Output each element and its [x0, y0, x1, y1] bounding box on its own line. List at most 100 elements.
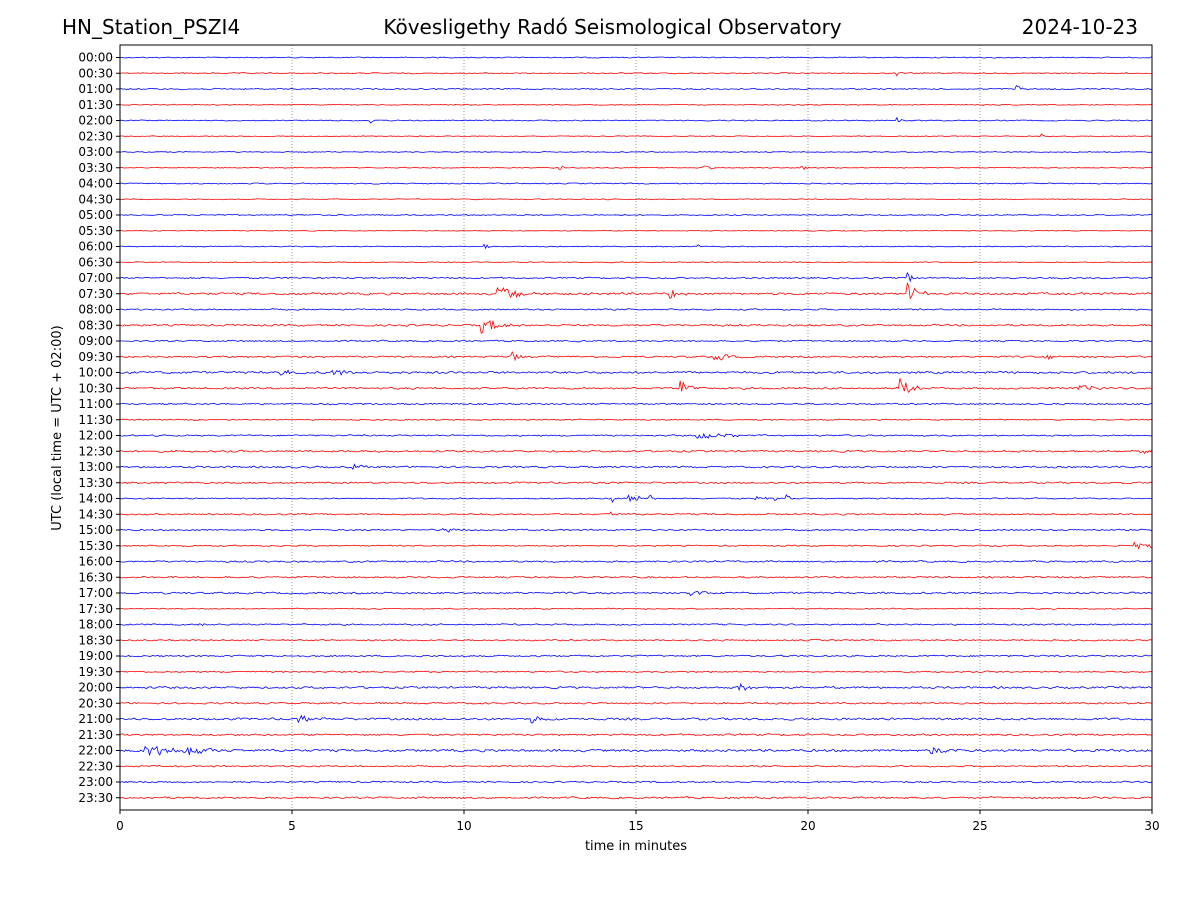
y-tick-label: 00:00: [78, 51, 113, 65]
trace-1700: [119, 591, 1153, 597]
y-tick-label: 20:00: [78, 681, 113, 695]
y-tick-label: 04:00: [78, 177, 113, 191]
trace-2130: [119, 733, 1153, 737]
y-tick-label: 14:30: [78, 507, 113, 521]
trace-0800: [119, 308, 1153, 311]
y-tick-label: 02:30: [78, 129, 113, 143]
y-tick-label: 07:00: [78, 271, 113, 285]
y-tick-label: 16:30: [78, 570, 113, 584]
y-tick-label: 05:00: [78, 208, 113, 222]
trace-0130: [119, 103, 1153, 106]
y-tick-label: 23:00: [78, 775, 113, 789]
y-tick-label: 04:30: [78, 192, 113, 206]
trace-2330: [119, 796, 1153, 800]
trace-1900: [119, 654, 1153, 658]
trace-1500: [119, 528, 1153, 533]
trace-0830: [119, 320, 1153, 334]
trace-1130: [119, 418, 1153, 421]
y-tick-label: 06:30: [78, 255, 113, 269]
trace-0930: [119, 351, 1153, 362]
x-tick-label: 0: [116, 819, 124, 833]
y-tick-label: 23:30: [78, 791, 113, 805]
y-tick-label: 14:00: [78, 492, 113, 506]
y-tick-label: 17:30: [78, 602, 113, 616]
trace-1230: [119, 449, 1153, 455]
trace-0200: [119, 116, 1153, 124]
y-tick-label: 15:30: [78, 539, 113, 553]
trace-1030: [119, 378, 1153, 394]
x-axis: 0 5 10 15 20 25 30: [116, 810, 1160, 833]
y-tick-label: 09:00: [78, 334, 113, 348]
date-label: 2024-10-23: [1021, 15, 1138, 39]
trace-2030: [120, 701, 1153, 705]
y-tick-label: 06:00: [78, 240, 113, 254]
trace-1300: [119, 463, 1153, 471]
trace-1530: [120, 541, 1153, 550]
x-tick-label: 10: [456, 819, 471, 833]
trace-1830: [119, 638, 1153, 642]
y-tick-label: 15:00: [78, 523, 113, 537]
station-name: HN_Station_PSZI4: [62, 15, 241, 39]
trace-0700: [119, 271, 1153, 283]
trace-1800: [119, 623, 1153, 627]
x-tick-label: 20: [800, 819, 815, 833]
trace-0230: [119, 133, 1153, 138]
trace-1100: [119, 402, 1153, 406]
y-tick-label: 21:00: [78, 712, 113, 726]
y-tick-label: 10:30: [78, 381, 113, 395]
trace-1000: [119, 369, 1153, 376]
trace-1630: [119, 575, 1153, 579]
trace-0600: [120, 243, 1152, 250]
trace-0330: [119, 165, 1153, 171]
y-tick-label: 03:00: [78, 145, 113, 159]
y-tick-label: 12:30: [78, 444, 113, 458]
y-tick-label: 10:00: [78, 366, 113, 380]
y-tick-label: 22:30: [78, 759, 113, 773]
trace-1330: [120, 481, 1153, 485]
trace-0500: [120, 213, 1153, 217]
trace-0000: [119, 56, 1153, 59]
x-axis-label: time in minutes: [585, 839, 687, 854]
trace-1930: [119, 670, 1153, 674]
traces: [119, 56, 1153, 800]
trace-0400: [119, 182, 1153, 185]
trace-1600: [119, 560, 1153, 563]
y-tick-label: 07:30: [78, 287, 113, 301]
trace-2000: [119, 682, 1153, 692]
y-tick-label: 11:00: [78, 397, 113, 411]
trace-0630: [119, 261, 1153, 264]
y-axis-label: UTC (local time = UTC + 02:00): [50, 325, 65, 530]
y-tick-label: 08:30: [78, 318, 113, 332]
trace-2230: [119, 764, 1153, 768]
trace-0530: [119, 229, 1153, 232]
y-tick-label: 00:30: [78, 66, 113, 80]
y-tick-label: 17:00: [78, 586, 113, 600]
y-tick-label: 19:00: [78, 649, 113, 663]
grid-lines: [291, 45, 981, 810]
y-tick-label: 01:30: [78, 98, 113, 112]
x-tick-label: 5: [288, 819, 296, 833]
y-tick-label: 05:30: [78, 224, 113, 238]
y-tick-label: 02:00: [78, 114, 113, 128]
trace-0300: [119, 151, 1153, 153]
trace-1430: [119, 511, 1153, 516]
y-tick-label: 12:00: [78, 429, 113, 443]
y-tick-label: 18:00: [78, 618, 113, 632]
trace-1200: [119, 432, 1153, 439]
y-tick-label: 03:30: [78, 161, 113, 175]
trace-0100: [119, 84, 1153, 91]
trace-1400: [119, 494, 1153, 503]
y-tick-label: 09:30: [78, 350, 113, 364]
trace-0430: [119, 198, 1153, 201]
trace-2100: [119, 714, 1153, 724]
trace-2200: [119, 745, 1153, 757]
observatory-title: Kövesligethy Radó Seismological Observat…: [383, 15, 842, 39]
y-tick-label: 20:30: [78, 696, 113, 710]
y-tick-label: 21:30: [78, 728, 113, 742]
x-tick-label: 15: [628, 819, 643, 833]
trace-2300: [119, 780, 1153, 784]
y-tick-label: 16:00: [78, 555, 113, 569]
trace-0900: [119, 339, 1153, 343]
